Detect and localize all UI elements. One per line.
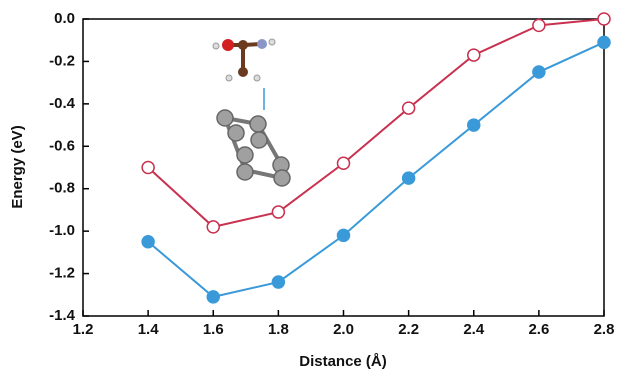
atom <box>217 110 233 126</box>
x-tick-label: 2.0 <box>333 321 354 338</box>
x-tick-label: 2.2 <box>398 321 419 338</box>
atom <box>250 116 266 132</box>
data-point <box>468 49 480 61</box>
series-line <box>148 19 604 227</box>
data-point <box>272 206 284 218</box>
data-point <box>598 36 610 48</box>
atom <box>213 43 219 49</box>
y-tick-label: -1.2 <box>49 265 75 282</box>
y-tick-label: -0.2 <box>49 52 75 69</box>
atom <box>254 75 260 81</box>
x-tick-label: 2.6 <box>528 321 549 338</box>
y-tick-label: -1.0 <box>49 222 75 239</box>
data-point <box>338 229 350 241</box>
y-tick-label: -0.4 <box>49 95 76 112</box>
molecule-inset <box>213 39 290 186</box>
x-axis-label: Distance (Å) <box>299 353 387 370</box>
y-tick-label: -0.8 <box>49 180 75 197</box>
atom <box>251 132 267 148</box>
y-axis-label: Energy (eV) <box>9 125 26 208</box>
x-tick-label: 1.6 <box>203 321 224 338</box>
atom <box>257 39 267 49</box>
x-tick-label: 1.4 <box>138 321 160 338</box>
data-point <box>533 66 545 78</box>
series-line <box>148 42 604 297</box>
data-point <box>338 157 350 169</box>
data-point <box>142 162 154 174</box>
x-tick-label: 1.8 <box>268 321 289 338</box>
data-point <box>403 172 415 184</box>
y-tick-label: 0.0 <box>54 10 75 27</box>
x-tick-label: 1.2 <box>73 321 94 338</box>
data-point <box>207 221 219 233</box>
page: Energy (eV) Distance (Å) -1.4-1.2-1.0- <box>0 0 619 375</box>
data-point <box>533 19 545 31</box>
atom <box>228 125 244 141</box>
atom <box>237 164 253 180</box>
atom <box>238 67 248 77</box>
atom <box>269 39 275 45</box>
x-tick-label: 2.8 <box>594 321 615 338</box>
data-point <box>598 13 610 25</box>
data-point <box>403 102 415 114</box>
atom <box>226 75 232 81</box>
data-point <box>272 276 284 288</box>
data-point <box>468 119 480 131</box>
atom <box>237 147 253 163</box>
data-point <box>207 291 219 303</box>
atom <box>222 39 234 51</box>
x-tick-label: 2.4 <box>463 321 485 338</box>
atom <box>274 170 290 186</box>
atom <box>238 40 248 50</box>
data-point <box>142 236 154 248</box>
y-tick-label: -0.6 <box>49 137 75 154</box>
chart: Energy (eV) Distance (Å) -1.4-1.2-1.0- <box>0 0 619 375</box>
